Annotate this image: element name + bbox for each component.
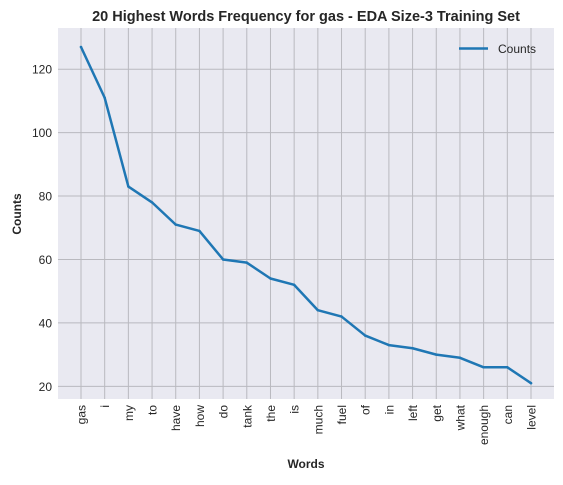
data-point bbox=[150, 201, 154, 204]
data-point bbox=[292, 283, 296, 287]
x-tick-label: tank bbox=[240, 404, 254, 428]
data-point bbox=[79, 45, 83, 49]
x-tick-label: of bbox=[359, 404, 373, 415]
data-point bbox=[316, 308, 320, 312]
data-point bbox=[506, 366, 509, 369]
data-point bbox=[458, 356, 462, 360]
data-point bbox=[529, 381, 533, 385]
data-point bbox=[103, 96, 106, 100]
data-point bbox=[174, 223, 177, 226]
x-tick-label: my bbox=[122, 405, 136, 421]
y-tick-label: 60 bbox=[39, 253, 53, 267]
x-tick-label: left bbox=[406, 404, 420, 421]
x-tick-label: fuel bbox=[335, 405, 349, 424]
x-tick-label: gas bbox=[75, 405, 89, 424]
gridlines bbox=[58, 28, 554, 399]
data-point bbox=[221, 258, 225, 261]
legend-label-counts: Counts bbox=[498, 42, 536, 56]
x-tick-label: what bbox=[453, 404, 467, 431]
x-tick-label: get bbox=[430, 404, 444, 421]
x-tick-label: how bbox=[193, 405, 207, 427]
data-point bbox=[482, 366, 485, 369]
x-tick-label: is bbox=[288, 405, 302, 414]
y-tick-label: 20 bbox=[39, 380, 53, 394]
plot-area bbox=[58, 28, 554, 399]
x-tick-label: can bbox=[501, 405, 515, 424]
series-layer bbox=[79, 45, 533, 385]
x-tick-label: have bbox=[169, 405, 183, 431]
data-point bbox=[269, 277, 272, 280]
data-point bbox=[245, 261, 249, 264]
y-tick-labels: 20 40 60 80 100 120 bbox=[32, 63, 52, 394]
x-tick-label: the bbox=[264, 405, 278, 422]
x-tick-label: enough bbox=[477, 405, 491, 445]
data-point bbox=[435, 353, 438, 356]
x-tick-label: to bbox=[146, 405, 160, 415]
x-tick-label: level bbox=[525, 405, 539, 430]
data-point bbox=[127, 185, 130, 188]
y-tick-label: 120 bbox=[32, 63, 52, 77]
y-tick-label: 40 bbox=[39, 316, 53, 330]
data-point bbox=[363, 334, 367, 337]
data-point bbox=[198, 229, 201, 233]
x-tick-label: much bbox=[311, 405, 325, 434]
chart-title: 20 Highest Words Frequency for gas - EDA… bbox=[92, 9, 520, 25]
series-line-counts bbox=[79, 45, 533, 385]
data-point bbox=[340, 315, 343, 318]
x-tick-label: do bbox=[217, 405, 231, 419]
x-tick-label: in bbox=[382, 405, 396, 414]
legend: Counts bbox=[459, 42, 536, 56]
y-tick-label: 100 bbox=[32, 126, 52, 140]
y-axis-label: Counts bbox=[10, 193, 24, 235]
data-point bbox=[411, 347, 414, 350]
x-axis-label: Words bbox=[287, 457, 324, 471]
data-point bbox=[387, 343, 391, 347]
x-tick-labels: gas i my to have how do tank the is much fuel of in le… bbox=[75, 404, 539, 445]
x-tick-label: i bbox=[98, 405, 112, 408]
y-tick-label: 80 bbox=[39, 190, 53, 204]
